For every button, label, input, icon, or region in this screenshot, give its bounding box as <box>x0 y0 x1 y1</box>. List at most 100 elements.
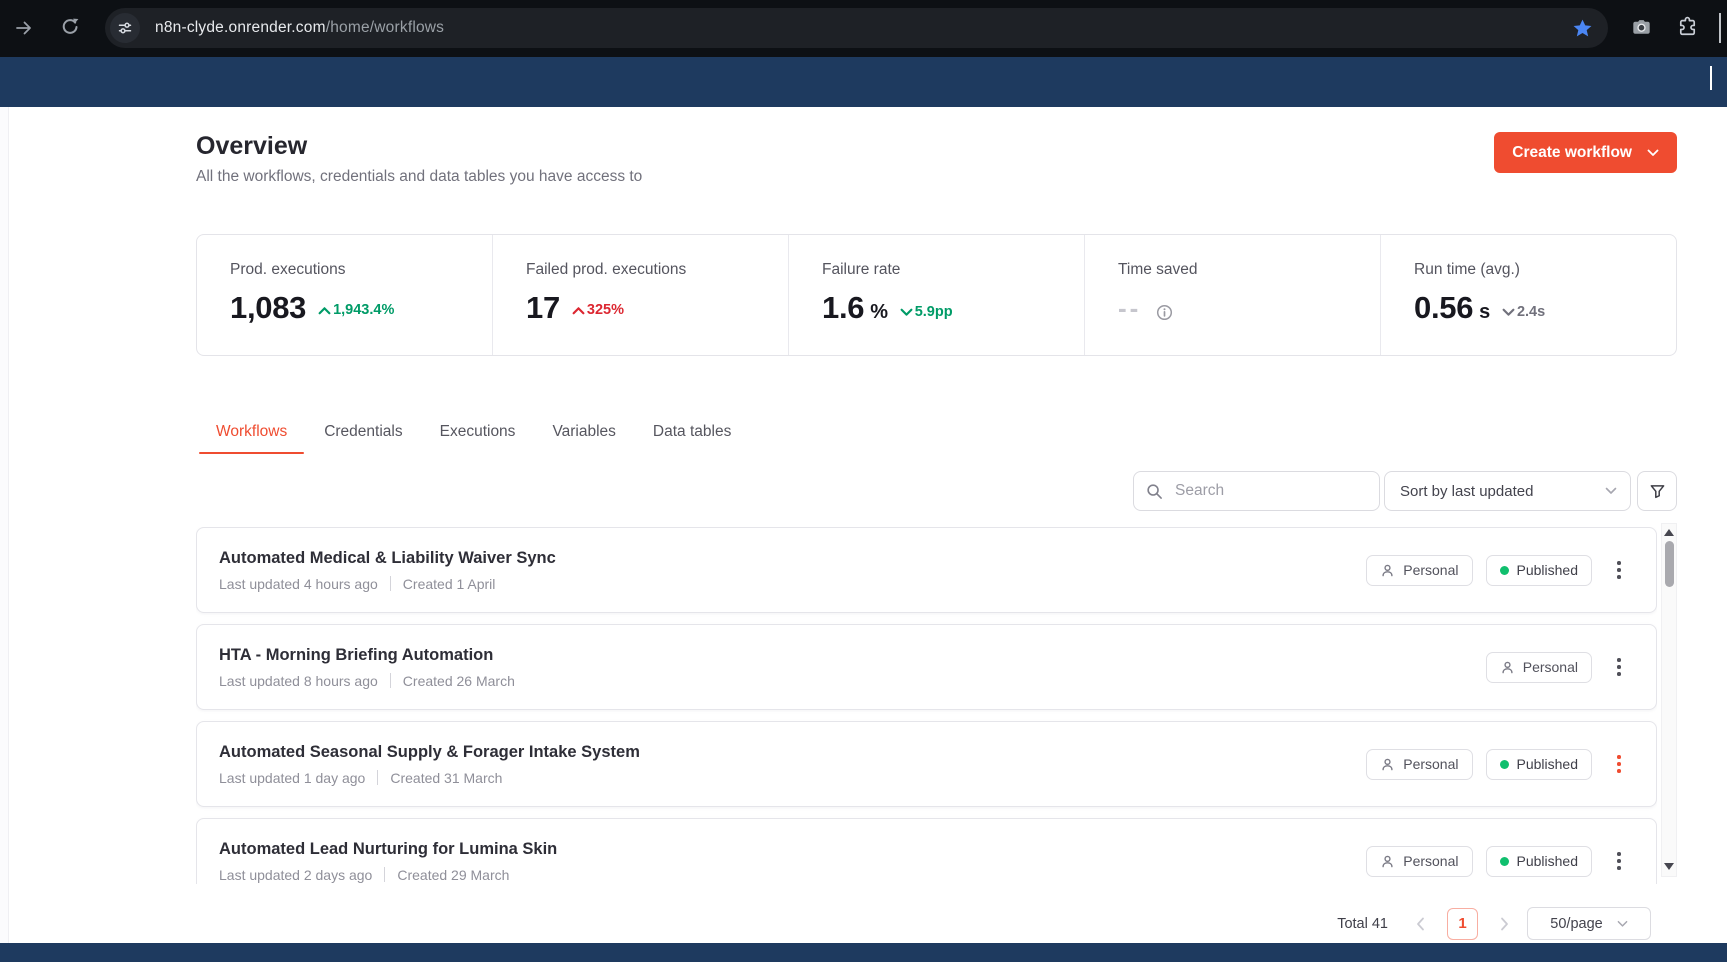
next-page-icon[interactable] <box>1500 917 1509 931</box>
workflow-actions: Personal <box>1486 652 1630 683</box>
workflow-meta: Last updated 1 day ago Created 31 March <box>219 770 640 786</box>
trend-up-icon <box>572 306 585 315</box>
stat-card: Run time (avg.) 0.56s 2.4s <box>1380 235 1676 355</box>
workflow-title: Automated Lead Nurturing for Lumina Skin <box>219 840 557 859</box>
tab-executions[interactable]: Executions <box>423 423 533 454</box>
owner-label: Personal <box>1523 659 1578 675</box>
workflow-info: Automated Medical & Liability Waiver Syn… <box>219 549 556 592</box>
owner-badge: Personal <box>1486 652 1592 683</box>
scroll-down-icon[interactable] <box>1664 863 1674 870</box>
extensions-icon[interactable] <box>1677 16 1698 37</box>
owner-badge: Personal <box>1366 555 1472 586</box>
person-icon <box>1500 660 1515 675</box>
scroll-up-icon[interactable] <box>1664 529 1674 536</box>
kebab-menu-button[interactable] <box>1608 555 1630 585</box>
filter-button[interactable] <box>1637 471 1677 511</box>
page-number-button[interactable]: 1 <box>1447 908 1478 940</box>
prev-page-icon[interactable] <box>1416 917 1425 931</box>
status-dot-icon <box>1500 857 1509 866</box>
tab-credentials[interactable]: Credentials <box>307 423 419 454</box>
workflow-created: Created 1 April <box>403 576 496 592</box>
tabs-bar: WorkflowsCredentialsExecutionsVariablesD… <box>196 423 1677 454</box>
search-box[interactable] <box>1133 471 1380 511</box>
page-size-label: 50/page <box>1550 916 1602 932</box>
stat-card: Prod. executions 1,083 1,943.4% <box>197 235 492 355</box>
create-workflow-label: Create workflow <box>1512 144 1632 162</box>
page-subtitle: All the workflows, credentials and data … <box>196 168 642 186</box>
person-icon <box>1380 854 1395 869</box>
workflow-created: Created 31 March <box>390 770 502 786</box>
refresh-icon[interactable] <box>60 17 80 37</box>
workflow-card[interactable]: HTA - Morning Briefing Automation Last u… <box>196 624 1657 710</box>
pagination-total: Total 41 <box>1337 916 1388 932</box>
published-badge: Published <box>1486 846 1593 877</box>
workflow-info: Automated Seasonal Supply & Forager Inta… <box>219 743 640 786</box>
stat-label: Time saved <box>1118 261 1380 279</box>
chevron-down-icon <box>1647 149 1659 157</box>
stat-card: Time saved -- <box>1084 235 1380 355</box>
tab-workflows[interactable]: Workflows <box>199 423 304 454</box>
search-icon <box>1146 483 1163 500</box>
workflow-card[interactable]: Automated Medical & Liability Waiver Syn… <box>196 527 1657 613</box>
sort-dropdown-label: Sort by last updated <box>1400 483 1533 500</box>
site-settings-icon[interactable] <box>110 13 140 43</box>
status-dot-icon <box>1500 566 1509 575</box>
stats-bar: Prod. executions 1,083 1,943.4% Failed p… <box>196 234 1677 356</box>
trend-up-icon <box>318 306 331 315</box>
workflow-info: Automated Lead Nurturing for Lumina Skin… <box>219 840 557 883</box>
camera-icon[interactable] <box>1631 17 1652 38</box>
meta-divider <box>390 576 391 591</box>
create-workflow-button[interactable]: Create workflow <box>1494 132 1677 173</box>
owner-badge: Personal <box>1366 846 1472 877</box>
url-path: /home/workflows <box>326 19 444 36</box>
chevron-down-icon <box>1605 487 1617 495</box>
workflow-updated: Last updated 4 hours ago <box>219 576 378 592</box>
stat-label: Prod. executions <box>230 261 492 279</box>
kebab-menu-button[interactable] <box>1608 652 1630 682</box>
person-icon <box>1380 563 1395 578</box>
status-dot-icon <box>1500 760 1509 769</box>
stat-delta: 1,943.4% <box>318 302 394 318</box>
workflow-card[interactable]: Automated Seasonal Supply & Forager Inta… <box>196 721 1657 807</box>
sort-dropdown[interactable]: Sort by last updated <box>1384 471 1631 511</box>
footer-band <box>0 943 1727 962</box>
browser-window: n8n-clyde.onrender.com/home/workflows Ov… <box>0 0 1727 962</box>
workflow-meta: Last updated 2 days ago Created 29 March <box>219 867 557 883</box>
workflow-card[interactable]: Automated Lead Nurturing for Lumina Skin… <box>196 818 1657 884</box>
forward-icon[interactable] <box>14 18 34 38</box>
filter-funnel-icon <box>1649 483 1666 500</box>
status-label: Published <box>1517 756 1579 772</box>
browser-toolbar: n8n-clyde.onrender.com/home/workflows <box>0 0 1727 57</box>
list-scrollbar[interactable] <box>1661 523 1677 877</box>
tab-variables[interactable]: Variables <box>535 423 632 454</box>
kebab-menu-button[interactable] <box>1608 749 1630 779</box>
owner-label: Personal <box>1403 853 1458 869</box>
scrollbar-thumb[interactable] <box>1665 541 1674 587</box>
stat-value: 1.6% <box>822 292 888 328</box>
info-icon[interactable] <box>1156 304 1173 321</box>
workflow-actions: Personal Published <box>1366 555 1630 586</box>
tab-data-tables[interactable]: Data tables <box>636 423 748 454</box>
meta-divider <box>390 673 391 688</box>
kebab-menu-button[interactable] <box>1608 846 1630 876</box>
person-icon <box>1380 757 1395 772</box>
workflow-list: Automated Medical & Liability Waiver Syn… <box>196 527 1657 884</box>
status-label: Published <box>1517 853 1579 869</box>
workflow-updated: Last updated 1 day ago <box>219 770 365 786</box>
workflow-created: Created 26 March <box>403 673 515 689</box>
url-domain: n8n-clyde.onrender.com <box>155 19 326 36</box>
address-bar[interactable]: n8n-clyde.onrender.com/home/workflows <box>105 8 1608 48</box>
stat-delta: 2.4s <box>1502 304 1545 320</box>
workflow-actions: Personal Published <box>1366 749 1630 780</box>
stat-value: 1,083 <box>230 292 306 324</box>
url-text: n8n-clyde.onrender.com/home/workflows <box>155 19 444 37</box>
status-label: Published <box>1517 562 1579 578</box>
search-input[interactable] <box>1173 481 1367 501</box>
workflow-title: Automated Seasonal Supply & Forager Inta… <box>219 743 640 762</box>
workflow-actions: Personal Published <box>1366 846 1630 877</box>
bookmark-star-icon[interactable] <box>1572 18 1593 39</box>
page-body: Overview All the workflows, credentials … <box>0 107 1727 943</box>
page-size-dropdown[interactable]: 50/page <box>1527 907 1651 940</box>
stat-label: Failed prod. executions <box>526 261 788 279</box>
header-band <box>0 57 1727 107</box>
